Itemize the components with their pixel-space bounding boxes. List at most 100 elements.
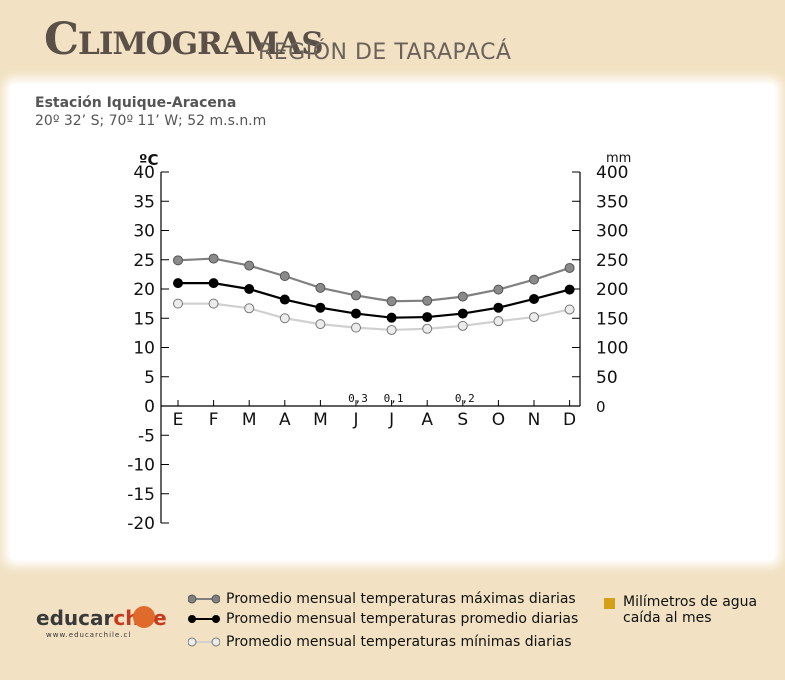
series-point-1 [173,278,183,289]
header: Climogramas REGIÓN DE TARAPACÁ [0,0,785,82]
y-left-tick-label: -15 [127,485,155,505]
series-point-1 [386,312,397,323]
series-point-0 [173,255,183,266]
legend-max: Promedio mensual temperaturas máximas di… [188,591,576,607]
y-right-tick-label: 350 [596,192,628,212]
y-left-tick-label: 30 [133,222,155,242]
series-point-0 [315,282,326,293]
x-tick-label: J [352,410,358,430]
series-point-1 [529,293,539,304]
series-point-0 [386,296,397,307]
y-left-tick-label: -20 [127,514,155,534]
legend-min-swatch [188,637,220,647]
series-point-1 [351,308,361,319]
precip-label: 0,3 [348,392,368,405]
legend-min: Promedio mensual temperaturas mínimas di… [188,634,572,650]
series-point-2 [386,324,397,335]
series-point-0 [208,253,219,264]
y-left-tick-label: 35 [133,192,155,212]
y-right-tick-label: 250 [596,251,628,271]
series-point-0 [279,271,290,282]
legend-avg-swatch [188,615,220,623]
y-right-tick-label: 200 [596,280,628,300]
series-point-2 [422,323,433,334]
series-point-1 [279,294,290,305]
series-point-0 [529,274,539,285]
precip-label: 0,1 [384,392,404,405]
series-point-1 [564,284,575,295]
series-point-0 [493,284,504,295]
logo-url: www.educarchile.cl [46,631,132,639]
x-tick-label: M [313,410,328,430]
y-left-tick-label: 15 [133,309,155,329]
series-point-1 [457,308,468,319]
logo-badge-icon [133,606,155,628]
series-point-2 [208,298,219,309]
series-point-1 [208,278,219,289]
logo-text-a: educar [36,606,114,630]
legend-precip: Milímetros de agua caída al mes [604,594,757,626]
y-left-tick-label: 5 [144,368,155,388]
x-tick-label: E [173,410,184,430]
series-point-1 [422,312,433,323]
x-tick-label: S [457,410,468,430]
series-point-2 [529,312,539,323]
station-coords: 20º 32’ S; 70º 11’ W; 52 m.s.n.m [35,113,267,129]
y-left-tick-label: -10 [127,456,155,476]
series-point-0 [244,260,255,271]
legend-precip-line1: Milímetros de agua [623,594,758,610]
y-right-tick-label: 0 [596,398,606,416]
page-title: Climogramas [44,14,324,65]
x-tick-label: O [492,410,505,430]
y-left-tick-label: 40 [133,163,155,183]
series-line-2 [178,302,570,332]
series-point-0 [564,262,575,273]
x-tick-label: J [388,410,394,430]
series-point-0 [457,291,468,302]
precip-swatch [604,598,615,609]
y-right-tick-label: 50 [596,368,618,388]
x-tick-label: N [528,410,541,430]
x-tick-label: A [279,410,291,430]
series-point-1 [493,302,504,313]
station-name: Estación Iquique-Aracena [35,95,237,111]
precip-label: 0,2 [455,392,475,405]
y-right-axis-label: mm [606,151,631,166]
y-left-tick-label: 20 [133,280,155,300]
series-point-1 [315,302,326,313]
series-point-2 [279,313,290,324]
legend-precip-line2: caída al mes [623,610,712,626]
y-left-axis-label: ºC [139,151,158,169]
y-right-tick-label: 300 [596,222,628,242]
y-left-tick-label: 10 [133,339,155,359]
legend-max-label: Promedio mensual temperaturas máximas di… [226,591,576,607]
series-point-2 [315,319,326,330]
legend-avg: Promedio mensual temperaturas promedio d… [188,611,578,627]
x-tick-label: A [421,410,433,430]
legend-max-swatch [188,594,220,604]
series-point-0 [351,290,361,301]
series-line-0 [177,257,570,303]
page-subtitle: REGIÓN DE TARAPACÁ [258,40,512,65]
y-right-tick-label: 100 [596,339,628,359]
legend-min-label: Promedio mensual temperaturas mínimas di… [226,634,572,650]
series-point-2 [244,303,255,314]
y-left-tick-label: -5 [138,426,155,446]
series-point-2 [173,298,183,309]
series-point-1 [244,284,255,294]
y-right-tick-label: 400 [596,163,628,183]
series-line-1 [178,282,570,319]
x-tick-label: M [242,410,257,430]
series-point-0 [422,295,433,306]
series-point-2 [457,320,468,331]
series-point-2 [493,316,504,327]
y-right-tick-label: 150 [596,309,628,329]
x-tick-label: F [209,410,219,430]
series-point-2 [351,322,361,333]
y-left-tick-label: 0 [144,397,155,417]
y-left-tick-label: 25 [133,251,155,271]
legend-avg-label: Promedio mensual temperaturas promedio d… [226,611,579,627]
x-tick-label: D [563,410,576,430]
series-point-2 [564,304,575,315]
